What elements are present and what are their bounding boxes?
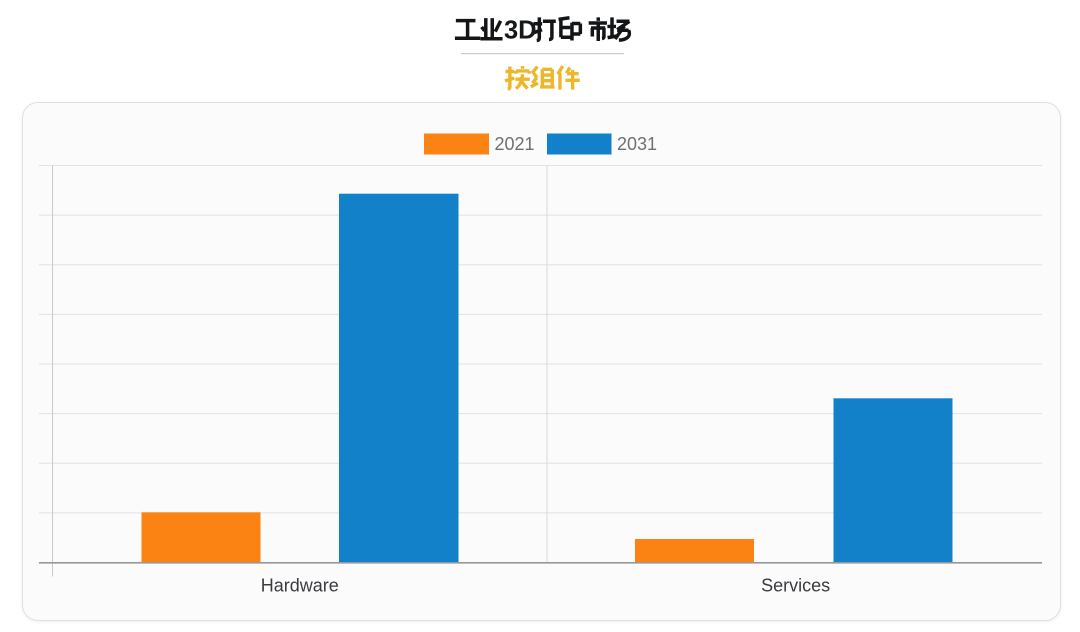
svg-text:Services: Services [761,576,830,596]
svg-text:2031: 2031 [617,134,657,154]
svg-text:2021: 2021 [495,134,535,154]
svg-text:Hardware: Hardware [261,576,339,596]
svg-text:3D: 3D [504,17,537,45]
